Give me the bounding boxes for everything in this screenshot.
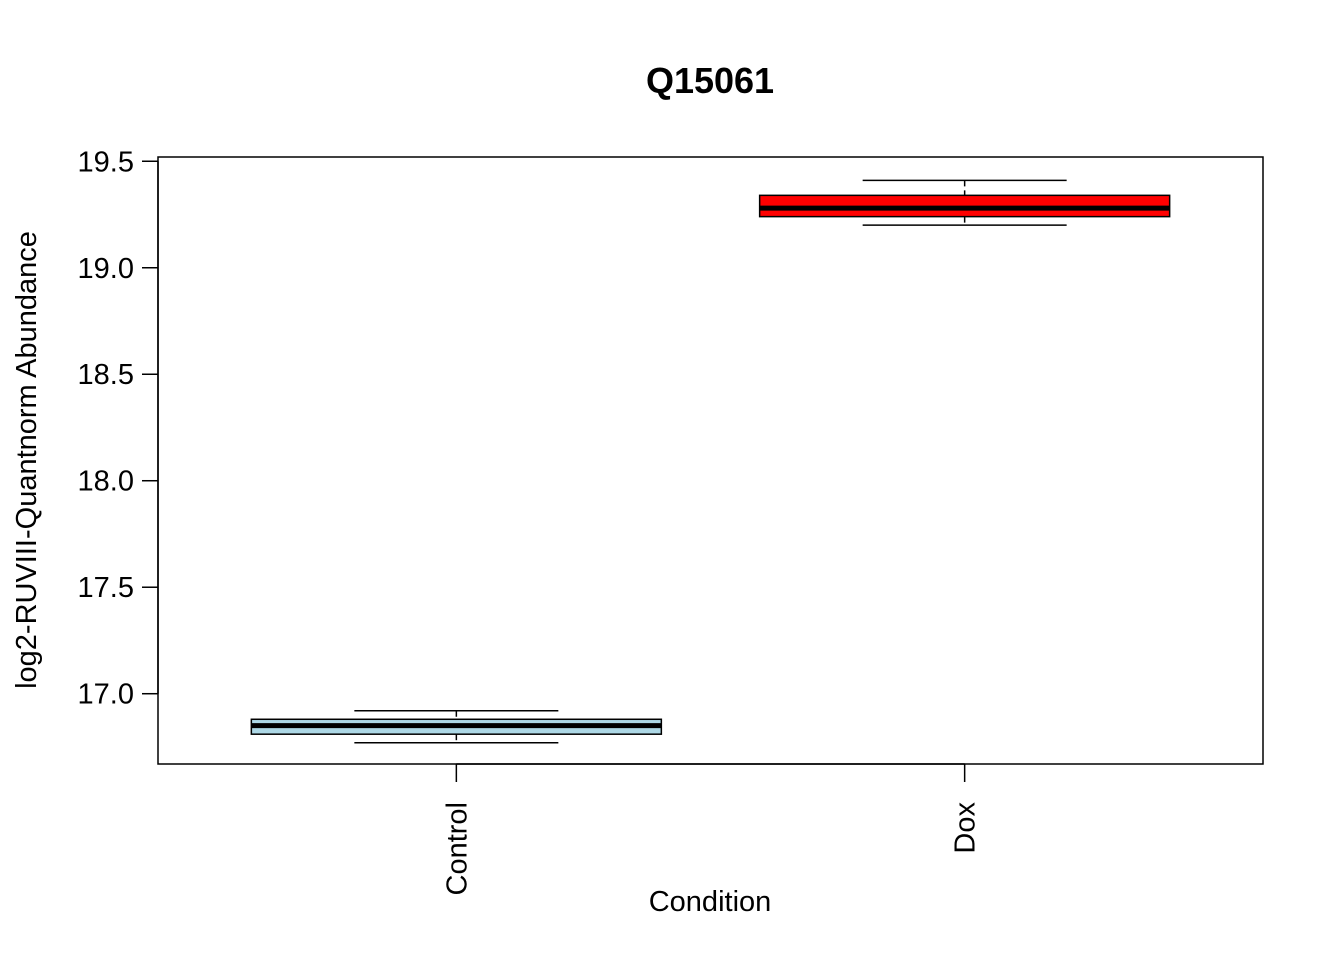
y-axis-label: log2-RUVIII-Quantnorm Abundance: [11, 231, 43, 689]
x-axis: Control Dox: [441, 763, 982, 896]
y-tick-label: 18.0: [78, 466, 134, 498]
y-tick-label: 18.5: [78, 359, 134, 391]
x-tick-label: Control: [441, 802, 473, 896]
box-dox: [758, 179, 1171, 226]
plot-area-frame: [157, 156, 1264, 765]
x-axis-label: Condition: [649, 886, 772, 918]
x-tick-label: Dox: [950, 802, 982, 854]
boxes: [250, 179, 1171, 744]
chart-title: Q15061: [646, 60, 774, 101]
y-tick-label: 19.0: [78, 253, 134, 285]
y-tick-label: 19.5: [78, 146, 134, 178]
box-control: [250, 710, 663, 744]
y-tick-label: 17.0: [78, 679, 134, 711]
y-axis: 17.0 17.5 18.0 18.5 19.0 19.5: [78, 146, 159, 711]
y-tick-label: 17.5: [78, 572, 134, 604]
